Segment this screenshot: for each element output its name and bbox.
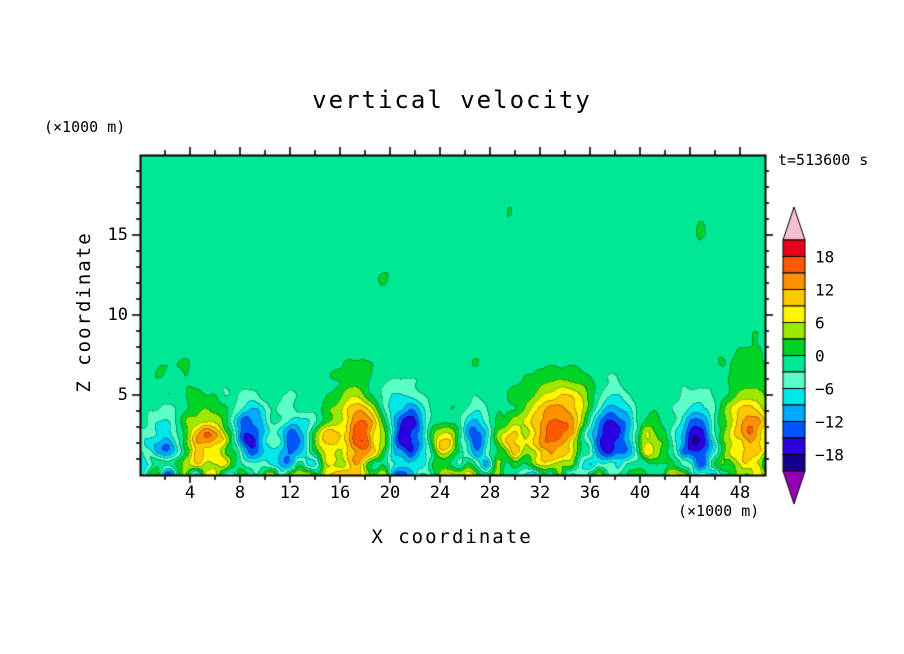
x-tick-label: 36 <box>579 483 601 503</box>
chart-title: vertical velocity <box>312 86 592 114</box>
x-axis-label: X coordinate <box>371 526 533 548</box>
x-axis-units: (×1000 m) <box>678 502 760 520</box>
y-tick-label: 10 <box>107 305 128 325</box>
time-annotation: t=513600 s <box>778 151 869 169</box>
colorbar-tick-label: 6 <box>815 313 825 332</box>
y-tick-label: 5 <box>117 385 128 405</box>
colorbar-tick-label: −6 <box>815 379 835 398</box>
x-tick-label: 20 <box>379 483 401 503</box>
x-tick-label: 12 <box>279 483 301 503</box>
colorbar-tick-label: −18 <box>815 445 844 464</box>
x-tick-label: 32 <box>529 483 551 503</box>
colorbar-tick-label: 0 <box>815 346 825 365</box>
x-tick-label: 48 <box>729 483 751 503</box>
x-tick-label: 8 <box>234 483 246 503</box>
x-tick-label: 16 <box>329 483 351 503</box>
x-tick-label: 40 <box>629 483 651 503</box>
y-axis-units: (×1000 m) <box>44 118 126 136</box>
colorbar-tick-label: 18 <box>815 247 835 266</box>
x-tick-label: 44 <box>679 483 701 503</box>
y-tick-label: 15 <box>107 225 128 245</box>
x-tick-label: 4 <box>184 483 196 503</box>
colorbar-tick-label: 12 <box>815 280 835 299</box>
colorbar-tick-label: −12 <box>815 412 844 431</box>
x-tick-label: 24 <box>429 483 451 503</box>
x-tick-label: 28 <box>479 483 501 503</box>
